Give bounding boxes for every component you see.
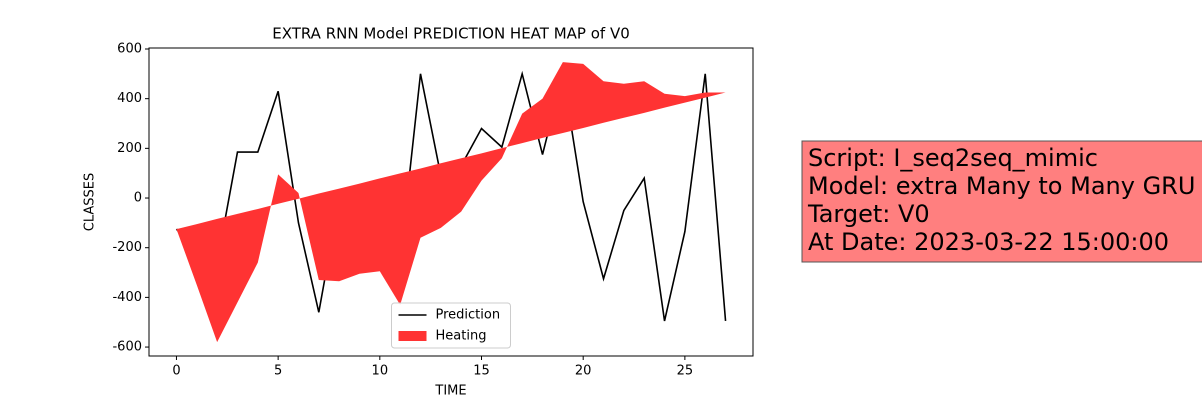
y-tick-label: 200 [117,141,142,156]
annotation-line: Target: V0 [807,200,930,228]
x-tick-label: 25 [677,364,694,379]
y-tick-label: -200 [112,240,142,255]
y-tick-label: 400 [117,91,142,106]
legend-label: Heating [436,329,487,344]
y-tick-label: -600 [112,340,142,355]
annotation-line: At Date: 2023-03-22 15:00:00 [808,228,1169,256]
annotation-line: Script: I_seq2seq_mimic [808,144,1098,172]
plot-frame [148,47,754,357]
y-tick-label: -400 [112,290,142,305]
y-axis-label: CLASSES [83,173,98,231]
y-tick-label: 600 [117,41,142,56]
annotation-box [801,140,1202,263]
x-tick-label: 10 [372,364,389,379]
chart-title: EXTRA RNN Model PREDICTION HEAT MAP of V… [272,25,630,43]
x-tick-label: 0 [172,364,180,379]
annotation-line: Model: extra Many to Many GRU [808,172,1195,200]
y-tick-label: 0 [134,191,142,206]
x-tick-label: 5 [274,364,282,379]
x-axis-label: TIME [434,384,466,399]
x-tick-label: 20 [575,364,592,379]
legend-label: Prediction [436,308,501,323]
legend-swatch [398,331,427,341]
heat-area [176,62,726,343]
x-tick-label: 15 [473,364,490,379]
